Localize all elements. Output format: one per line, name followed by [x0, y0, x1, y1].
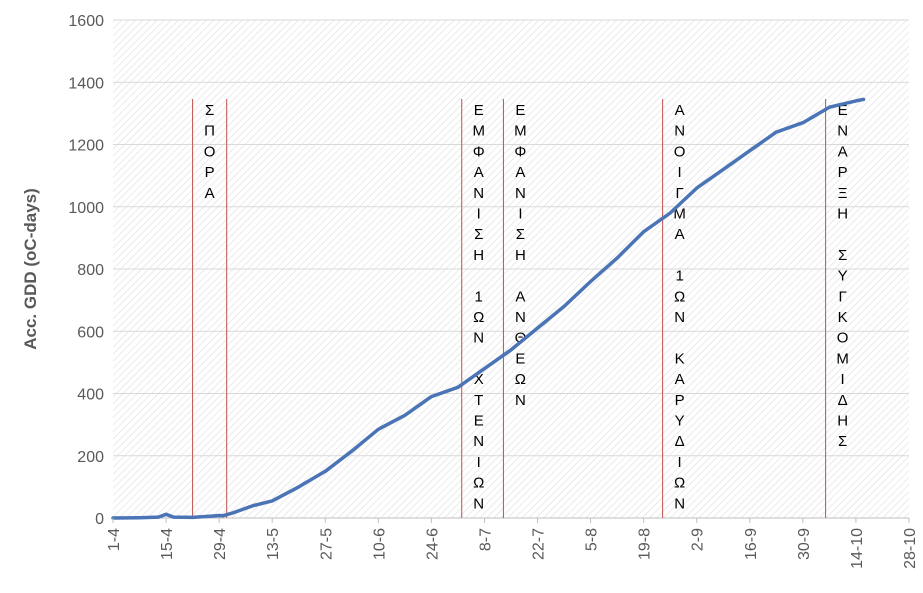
x-tick-label: 27-5	[318, 528, 335, 560]
y-tick-label: 1200	[68, 138, 104, 155]
y-tick-labels: 0 200 400 600 800 1000 1200 1400 1600	[68, 13, 104, 528]
x-tick-label: 14-10	[849, 528, 866, 569]
x-tick-label: 22-7	[531, 528, 548, 560]
x-tick-label: 28-10	[902, 528, 919, 569]
x-tick-labels: 1-4 15-4 29-4 13-5 27-5 10-6 24-6 8-7 22-7 5-8 19-…	[106, 518, 919, 569]
gdd-series-line	[111, 97, 866, 520]
x-tick-label: 13-5	[265, 528, 282, 560]
y-tick-label: 200	[77, 449, 104, 466]
y-tick-label: 1000	[68, 200, 104, 217]
y-tick-label: 600	[77, 324, 104, 341]
x-tick-label: 30-9	[796, 528, 813, 560]
x-tick-label: 29-4	[212, 528, 229, 560]
y-tick-label: 800	[77, 262, 104, 279]
y-tick-label: 1400	[68, 75, 104, 92]
x-tick-label: 10-6	[371, 528, 388, 560]
x-tick-label: 15-4	[159, 528, 176, 560]
x-tick-label: 2-9	[690, 528, 707, 551]
series-layer	[111, 97, 866, 520]
y-tick-label: 400	[77, 387, 104, 404]
x-tick-label: 24-6	[424, 528, 441, 560]
y-tick-label: 0	[95, 511, 104, 528]
x-tick-label: 19-8	[637, 528, 654, 560]
x-tick-label: 16-9	[743, 528, 760, 560]
gridlines	[113, 19, 909, 519]
y-tick-label: 1600	[68, 13, 104, 30]
x-tick-label: 5-8	[584, 528, 601, 551]
y-axis-label: Acc. GDD (oC-days)	[21, 188, 40, 350]
x-tick-label: 8-7	[477, 528, 494, 551]
x-tick-label: 1-4	[106, 528, 123, 551]
